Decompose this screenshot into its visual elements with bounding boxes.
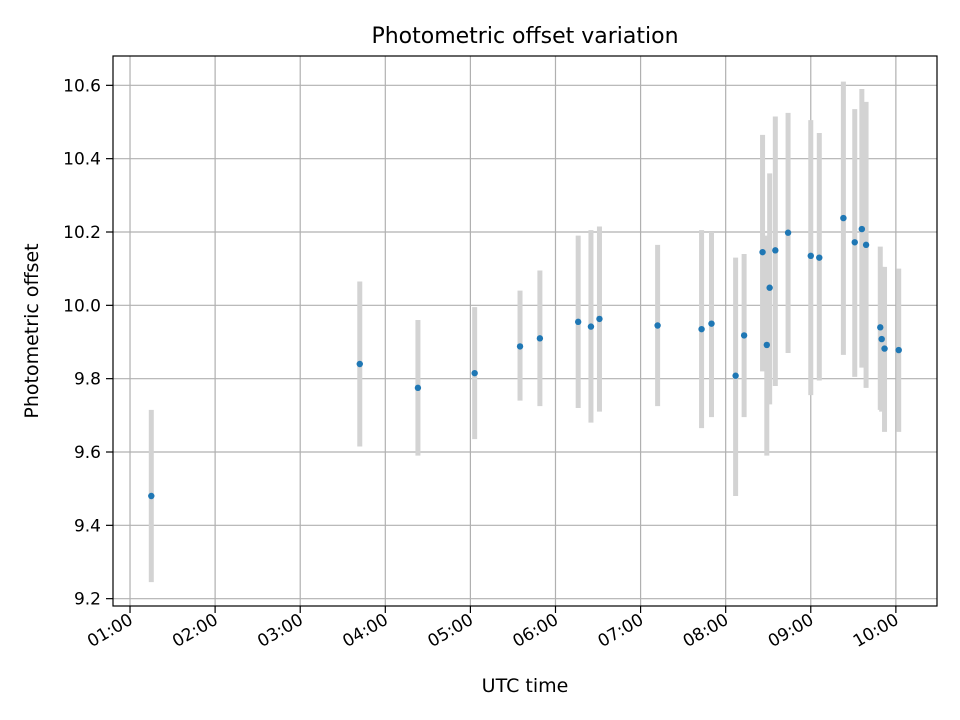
chart-title: Photometric offset variation xyxy=(371,24,678,49)
y-axis-ticks: 9.2 9.4 9.6 9.8 10.0 10.2 10.4 10.6 xyxy=(63,76,113,610)
data-point xyxy=(471,369,478,377)
data-point xyxy=(763,341,771,349)
y-tick-label: 9.6 xyxy=(74,443,101,463)
data-point xyxy=(740,332,748,339)
data-point xyxy=(356,360,363,368)
plot-area xyxy=(113,56,937,606)
data-point xyxy=(858,225,866,233)
data-point xyxy=(574,318,582,326)
data-point xyxy=(536,335,544,342)
data-point xyxy=(516,343,524,350)
y-tick-label: 10.6 xyxy=(63,76,101,96)
y-tick-label: 10.0 xyxy=(63,296,101,316)
data-point xyxy=(708,320,715,327)
data-point xyxy=(414,384,422,392)
plot-frame xyxy=(112,55,938,607)
y-axis-label: Photometric offset xyxy=(21,243,43,418)
data-point xyxy=(772,247,779,254)
data-point xyxy=(654,322,661,329)
data-point xyxy=(895,346,902,354)
data-point xyxy=(766,284,773,291)
data-point xyxy=(784,229,792,236)
data-point xyxy=(816,254,823,261)
data-point xyxy=(698,325,705,333)
data-point xyxy=(877,324,884,331)
data-point xyxy=(862,241,870,249)
data-point xyxy=(587,323,595,330)
data-point xyxy=(148,492,155,500)
data-point xyxy=(840,214,847,222)
x-axis-label: UTC time xyxy=(482,675,569,697)
data-point xyxy=(732,372,739,379)
y-tick-label: 9.2 xyxy=(74,590,101,610)
y-tick-label: 9.4 xyxy=(74,516,101,536)
data-point xyxy=(878,335,885,343)
y-tick-label: 10.4 xyxy=(63,150,101,170)
data-point xyxy=(807,252,814,260)
data-point xyxy=(759,248,766,256)
data-points xyxy=(148,214,902,500)
y-tick-label: 9.8 xyxy=(74,370,101,390)
y-tick-label: 10.2 xyxy=(63,223,101,243)
data-point xyxy=(881,345,888,352)
data-point xyxy=(851,239,858,246)
data-point xyxy=(596,315,603,323)
